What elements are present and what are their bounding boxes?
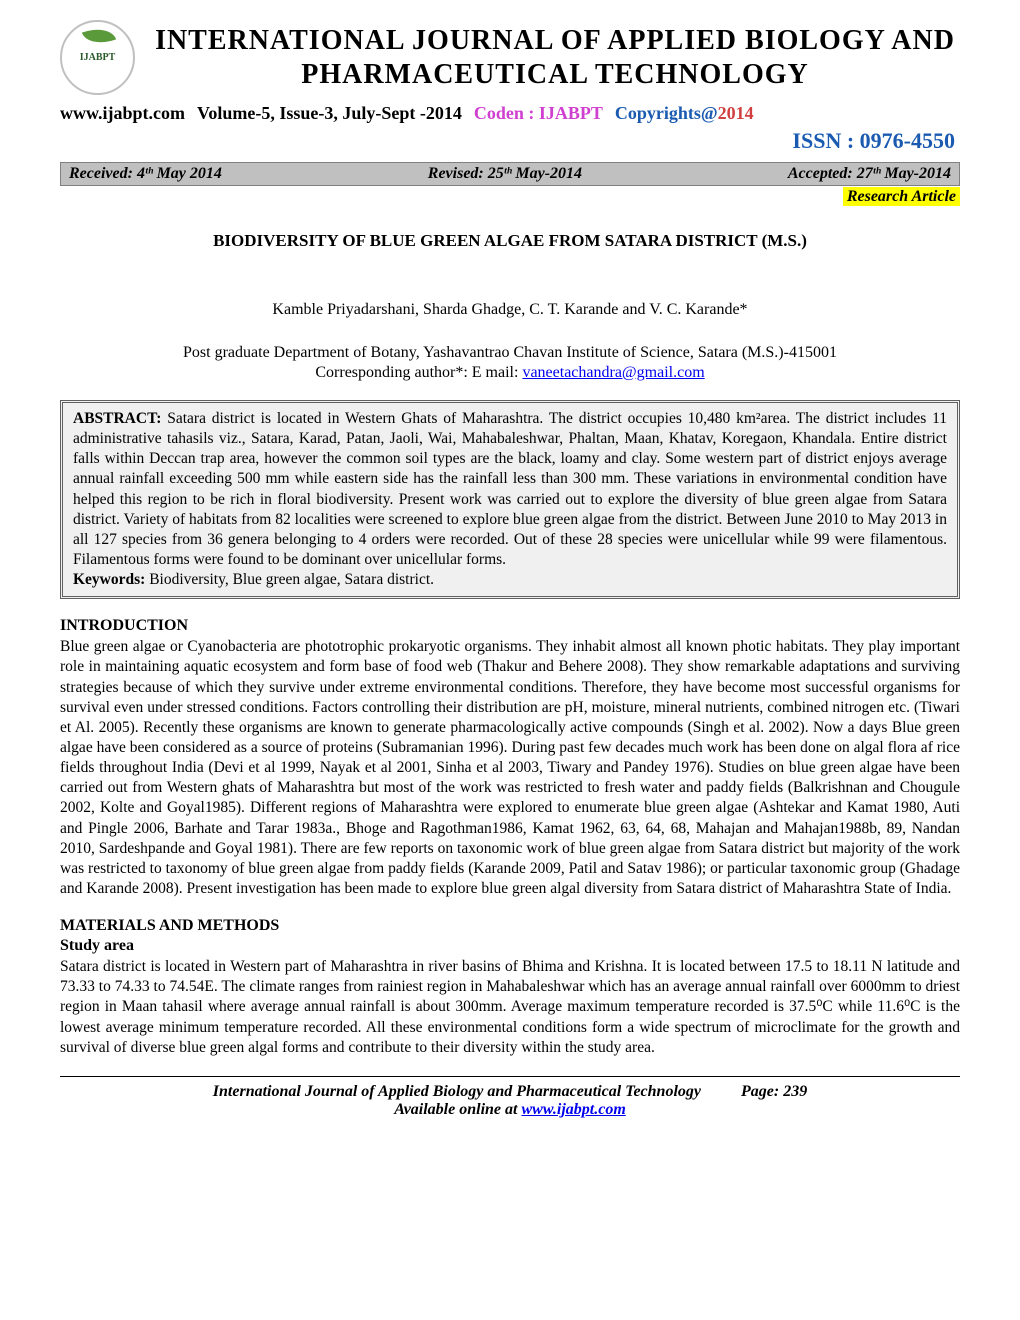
introduction-heading: INTRODUCTION bbox=[60, 617, 960, 635]
accepted-date: Accepted: 27ᵗʰ May-2014 bbox=[788, 165, 951, 183]
leaf-icon bbox=[82, 22, 116, 49]
keywords-text: Biodiversity, Blue green algae, Satara d… bbox=[145, 571, 434, 588]
header-banner: IJABPT INTERNATIONAL JOURNAL OF APPLIED … bbox=[60, 20, 960, 95]
article-type-wrap: Research Article bbox=[60, 188, 960, 206]
corresponding-label: Corresponding author*: E mail: bbox=[315, 364, 522, 381]
footer-journal: International Journal of Applied Biology… bbox=[213, 1083, 701, 1101]
sub-header: www.ijabpt.com Volume-5, Issue-3, July-S… bbox=[60, 103, 960, 124]
study-area-heading: Study area bbox=[60, 937, 960, 955]
authors: Kamble Priyadarshani, Sharda Ghadge, C. … bbox=[60, 301, 960, 319]
abstract-box: ABSTRACT: Satara district is located in … bbox=[60, 400, 960, 599]
logo-text: IJABPT bbox=[80, 52, 116, 63]
footer-url-link[interactable]: www.ijabpt.com bbox=[521, 1101, 625, 1118]
article-type: Research Article bbox=[843, 187, 960, 206]
introduction-text: Blue green algae or Cyanobacteria are ph… bbox=[60, 637, 960, 899]
corresponding-author: Corresponding author*: E mail: vaneetach… bbox=[60, 364, 960, 382]
corresponding-email-link[interactable]: vaneetachandra@gmail.com bbox=[522, 364, 704, 381]
materials-heading: MATERIALS AND METHODS bbox=[60, 917, 960, 935]
keywords-label: Keywords: bbox=[73, 571, 145, 588]
dates-bar: Received: 4ᵗʰ May 2014 Revised: 25ᵗʰ May… bbox=[60, 162, 960, 186]
copyright-label: Copyrights@ bbox=[615, 103, 718, 123]
materials-text: Satara district is located in Western pa… bbox=[60, 957, 960, 1058]
received-date: Received: 4ᵗʰ May 2014 bbox=[69, 165, 222, 183]
abstract-text: Satara district is located in Western Gh… bbox=[73, 410, 947, 568]
paper-title: BIODIVERSITY OF BLUE GREEN ALGAE FROM SA… bbox=[60, 231, 960, 251]
copyright-year: 2014 bbox=[718, 103, 754, 123]
coden-text: Coden : IJABPT bbox=[474, 103, 603, 124]
journal-title: INTERNATIONAL JOURNAL OF APPLIED BIOLOGY… bbox=[150, 24, 960, 91]
page-footer: International Journal of Applied Biology… bbox=[60, 1076, 960, 1119]
footer-page: Page: 239 bbox=[741, 1083, 807, 1101]
footer-online-label: Available online at bbox=[394, 1101, 521, 1118]
volume-issue: Volume-5, Issue-3, July-Sept -2014 bbox=[197, 103, 462, 124]
website-url: www.ijabpt.com bbox=[60, 103, 185, 124]
abstract-label: ABSTRACT: bbox=[73, 410, 161, 427]
revised-date: Revised: 25ᵗʰ May-2014 bbox=[428, 165, 582, 183]
issn: ISSN : 0976-4550 bbox=[60, 128, 960, 154]
affiliation: Post graduate Department of Botany, Yash… bbox=[60, 344, 960, 362]
journal-logo: IJABPT bbox=[60, 20, 135, 95]
